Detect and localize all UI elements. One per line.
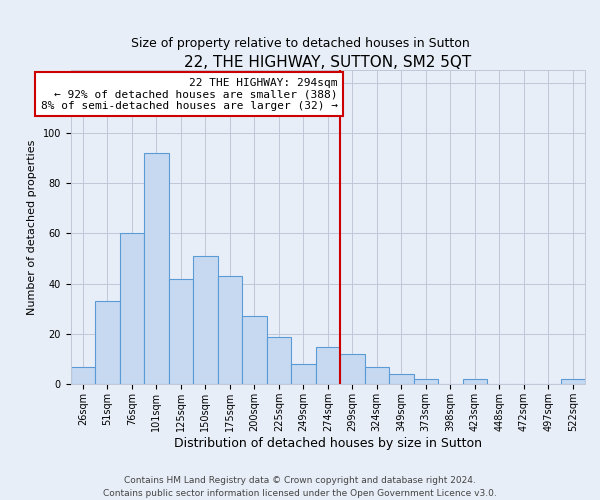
- Bar: [560, 380, 585, 384]
- Bar: [144, 153, 169, 384]
- Y-axis label: Number of detached properties: Number of detached properties: [27, 140, 37, 315]
- Bar: [193, 256, 218, 384]
- X-axis label: Distribution of detached houses by size in Sutton: Distribution of detached houses by size …: [174, 437, 482, 450]
- Bar: [365, 366, 389, 384]
- Bar: [266, 336, 291, 384]
- Bar: [242, 316, 266, 384]
- Text: 22 THE HIGHWAY: 294sqm
← 92% of detached houses are smaller (388)
8% of semi-det: 22 THE HIGHWAY: 294sqm ← 92% of detached…: [41, 78, 338, 110]
- Title: 22, THE HIGHWAY, SUTTON, SM2 5QT: 22, THE HIGHWAY, SUTTON, SM2 5QT: [184, 55, 472, 70]
- Bar: [169, 278, 193, 384]
- Bar: [316, 346, 340, 385]
- Bar: [218, 276, 242, 384]
- Text: Contains HM Land Registry data © Crown copyright and database right 2024.
Contai: Contains HM Land Registry data © Crown c…: [103, 476, 497, 498]
- Bar: [291, 364, 316, 384]
- Bar: [95, 302, 119, 384]
- Text: Size of property relative to detached houses in Sutton: Size of property relative to detached ho…: [131, 38, 469, 51]
- Bar: [413, 380, 438, 384]
- Bar: [463, 380, 487, 384]
- Bar: [340, 354, 365, 384]
- Bar: [389, 374, 413, 384]
- Bar: [119, 234, 144, 384]
- Bar: [71, 366, 95, 384]
